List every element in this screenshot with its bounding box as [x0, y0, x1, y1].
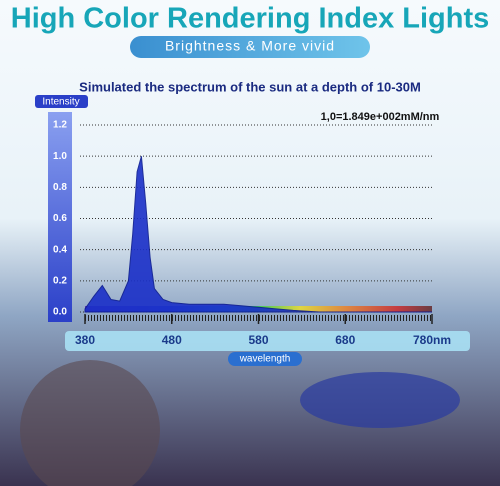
spectrum-area — [84, 156, 432, 313]
child-shape — [20, 360, 160, 486]
y-tick-label: 0.2 — [53, 275, 67, 286]
x-tick-label: 680 — [335, 333, 355, 347]
y-tick-label: 0.8 — [53, 182, 67, 193]
y-tick-label: 1.0 — [53, 151, 67, 162]
y-axis-bar — [48, 112, 72, 322]
x-axis-label: wavelength — [239, 354, 291, 365]
annotation: 1,0=1.849e+002mM/nm — [321, 111, 440, 123]
y-tick-label: 0.4 — [53, 244, 67, 255]
x-tick-label: 480 — [162, 333, 182, 347]
x-tick-label: 780nm — [413, 333, 451, 347]
x-tick-label: 580 — [248, 333, 268, 347]
x-axis-bar — [65, 331, 470, 351]
x-label-box — [228, 352, 302, 366]
y-tick-label: 0.6 — [53, 213, 67, 224]
subtitle: Brightness & More vivid — [165, 38, 335, 54]
chart-title: Simulated the spectrum of the sun at a d… — [79, 79, 421, 94]
fish-shape — [300, 372, 460, 428]
subtitle-box — [130, 36, 370, 58]
y-tick-label: 1.2 — [53, 120, 67, 131]
title: High Color Rendering Index Lights — [11, 3, 490, 35]
y-tick-label: 0.0 — [53, 307, 67, 318]
y-axis-label: Intensity — [42, 97, 79, 108]
y-label-box — [35, 95, 88, 108]
x-tick-label: 380 — [75, 333, 95, 347]
